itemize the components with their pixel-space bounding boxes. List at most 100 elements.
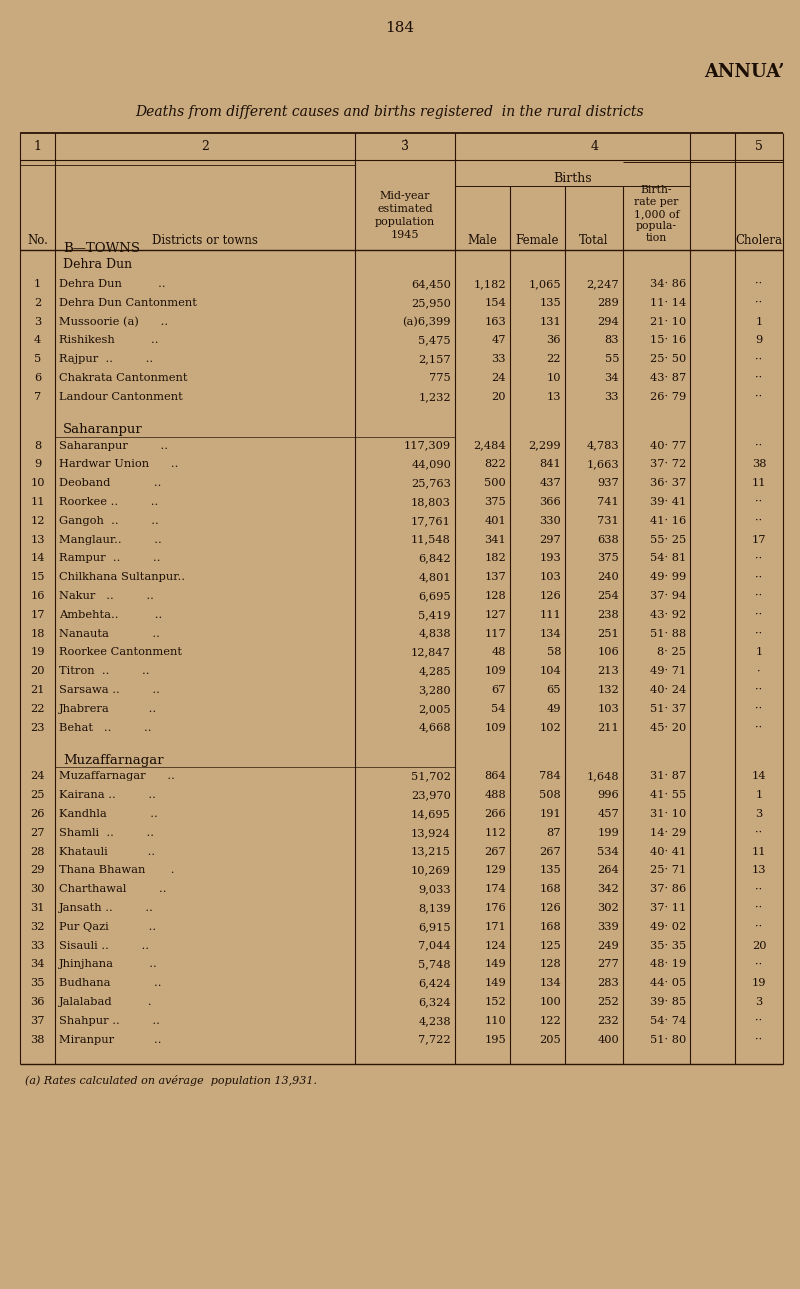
- Text: 5,748: 5,748: [418, 959, 451, 969]
- Text: Saharanpur: Saharanpur: [63, 423, 142, 436]
- Text: 1,232: 1,232: [418, 392, 451, 402]
- Text: Titron  ..         ..: Titron .. ..: [59, 666, 150, 677]
- Text: 25· 50: 25· 50: [650, 354, 686, 365]
- Text: 8,139: 8,139: [418, 904, 451, 913]
- Text: Thana Bhawan       .: Thana Bhawan .: [59, 865, 174, 875]
- Text: 33: 33: [30, 941, 45, 950]
- Text: 6: 6: [34, 373, 41, 383]
- Text: Khatauli           ..: Khatauli ..: [59, 847, 155, 857]
- Text: 731: 731: [598, 516, 619, 526]
- Text: 117,309: 117,309: [404, 441, 451, 451]
- Text: Gangoh  ..         ..: Gangoh .. ..: [59, 516, 158, 526]
- Text: 4: 4: [591, 141, 599, 153]
- Text: 283: 283: [598, 978, 619, 989]
- Text: ··: ··: [755, 723, 762, 732]
- Text: ··: ··: [755, 704, 762, 714]
- Text: 19: 19: [30, 647, 45, 657]
- Text: 128: 128: [539, 959, 561, 969]
- Text: Cholera: Cholera: [735, 233, 782, 246]
- Text: 252: 252: [598, 996, 619, 1007]
- Text: 55: 55: [605, 354, 619, 365]
- Text: 25: 25: [30, 790, 45, 800]
- Text: 135: 135: [539, 298, 561, 308]
- Text: 5,419: 5,419: [418, 610, 451, 620]
- Text: 240: 240: [598, 572, 619, 583]
- Text: 3: 3: [755, 996, 762, 1007]
- Text: 20: 20: [752, 941, 766, 950]
- Text: 251: 251: [598, 629, 619, 638]
- Text: 31· 87: 31· 87: [650, 771, 686, 781]
- Text: Jhinjhana          ..: Jhinjhana ..: [59, 959, 158, 969]
- Text: Sarsawa ..         ..: Sarsawa .. ..: [59, 684, 160, 695]
- Text: 34· 86: 34· 86: [650, 278, 686, 289]
- Text: 58: 58: [546, 647, 561, 657]
- Text: 18: 18: [30, 629, 45, 638]
- Text: Budhana            ..: Budhana ..: [59, 978, 162, 989]
- Text: 40· 24: 40· 24: [650, 684, 686, 695]
- Text: 124: 124: [484, 941, 506, 950]
- Text: 2,005: 2,005: [418, 704, 451, 714]
- Text: population: population: [375, 217, 435, 227]
- Text: ··: ··: [755, 354, 762, 365]
- Text: 51· 37: 51· 37: [650, 704, 686, 714]
- Text: 5,475: 5,475: [418, 335, 451, 345]
- Text: Ambehta..          ..: Ambehta.. ..: [59, 610, 162, 620]
- Text: 2,157: 2,157: [418, 354, 451, 365]
- Text: No.: No.: [27, 233, 48, 246]
- Text: 134: 134: [539, 978, 561, 989]
- Text: 23,970: 23,970: [411, 790, 451, 800]
- Text: 4,238: 4,238: [418, 1016, 451, 1026]
- Text: Nanauta            ..: Nanauta ..: [59, 629, 160, 638]
- Text: 822: 822: [484, 459, 506, 469]
- Text: ··: ··: [755, 904, 762, 913]
- Text: Rajpur  ..         ..: Rajpur .. ..: [59, 354, 153, 365]
- Text: 45· 20: 45· 20: [650, 723, 686, 732]
- Text: Jalalabad          .: Jalalabad .: [59, 996, 153, 1007]
- Text: 32: 32: [30, 922, 45, 932]
- Text: 65: 65: [546, 684, 561, 695]
- Text: ··: ··: [755, 610, 762, 620]
- Text: estimated: estimated: [377, 204, 433, 214]
- Text: 137: 137: [484, 572, 506, 583]
- Text: 267: 267: [539, 847, 561, 857]
- Text: Kandhla            ..: Kandhla ..: [59, 809, 158, 819]
- Text: 3: 3: [755, 809, 762, 819]
- Text: Nakur   ..         ..: Nakur .. ..: [59, 590, 154, 601]
- Text: Kairana ..         ..: Kairana .. ..: [59, 790, 156, 800]
- Text: 20: 20: [30, 666, 45, 677]
- Text: 31· 10: 31· 10: [650, 809, 686, 819]
- Text: ··: ··: [755, 884, 762, 895]
- Text: 195: 195: [484, 1035, 506, 1044]
- Text: 20: 20: [491, 392, 506, 402]
- Text: 4,838: 4,838: [418, 629, 451, 638]
- Text: 54: 54: [491, 704, 506, 714]
- Text: 22: 22: [546, 354, 561, 365]
- Text: 41· 16: 41· 16: [650, 516, 686, 526]
- Text: 168: 168: [539, 922, 561, 932]
- Text: 26: 26: [30, 809, 45, 819]
- Text: Shahpur ..         ..: Shahpur .. ..: [59, 1016, 160, 1026]
- Text: 37· 86: 37· 86: [650, 884, 686, 895]
- Text: 500: 500: [484, 478, 506, 489]
- Text: 182: 182: [484, 553, 506, 563]
- Text: 213: 213: [598, 666, 619, 677]
- Text: 21· 10: 21· 10: [650, 317, 686, 326]
- Text: 6,915: 6,915: [418, 922, 451, 932]
- Text: ··: ··: [755, 278, 762, 289]
- Text: Births: Births: [553, 171, 592, 184]
- Text: 10: 10: [546, 373, 561, 383]
- Text: Rishikesh          ..: Rishikesh ..: [59, 335, 158, 345]
- Text: 30: 30: [30, 884, 45, 895]
- Text: 8: 8: [34, 441, 41, 451]
- Text: 168: 168: [539, 884, 561, 895]
- Text: 249: 249: [598, 941, 619, 950]
- Text: 127: 127: [484, 610, 506, 620]
- Text: ··: ··: [755, 1016, 762, 1026]
- Text: 24: 24: [491, 373, 506, 383]
- Text: ··: ··: [755, 1035, 762, 1044]
- Text: 775: 775: [430, 373, 451, 383]
- Text: 24: 24: [30, 771, 45, 781]
- Text: 132: 132: [598, 684, 619, 695]
- Text: Chilkhana Sultanpur..: Chilkhana Sultanpur..: [59, 572, 185, 583]
- Text: 17: 17: [30, 610, 45, 620]
